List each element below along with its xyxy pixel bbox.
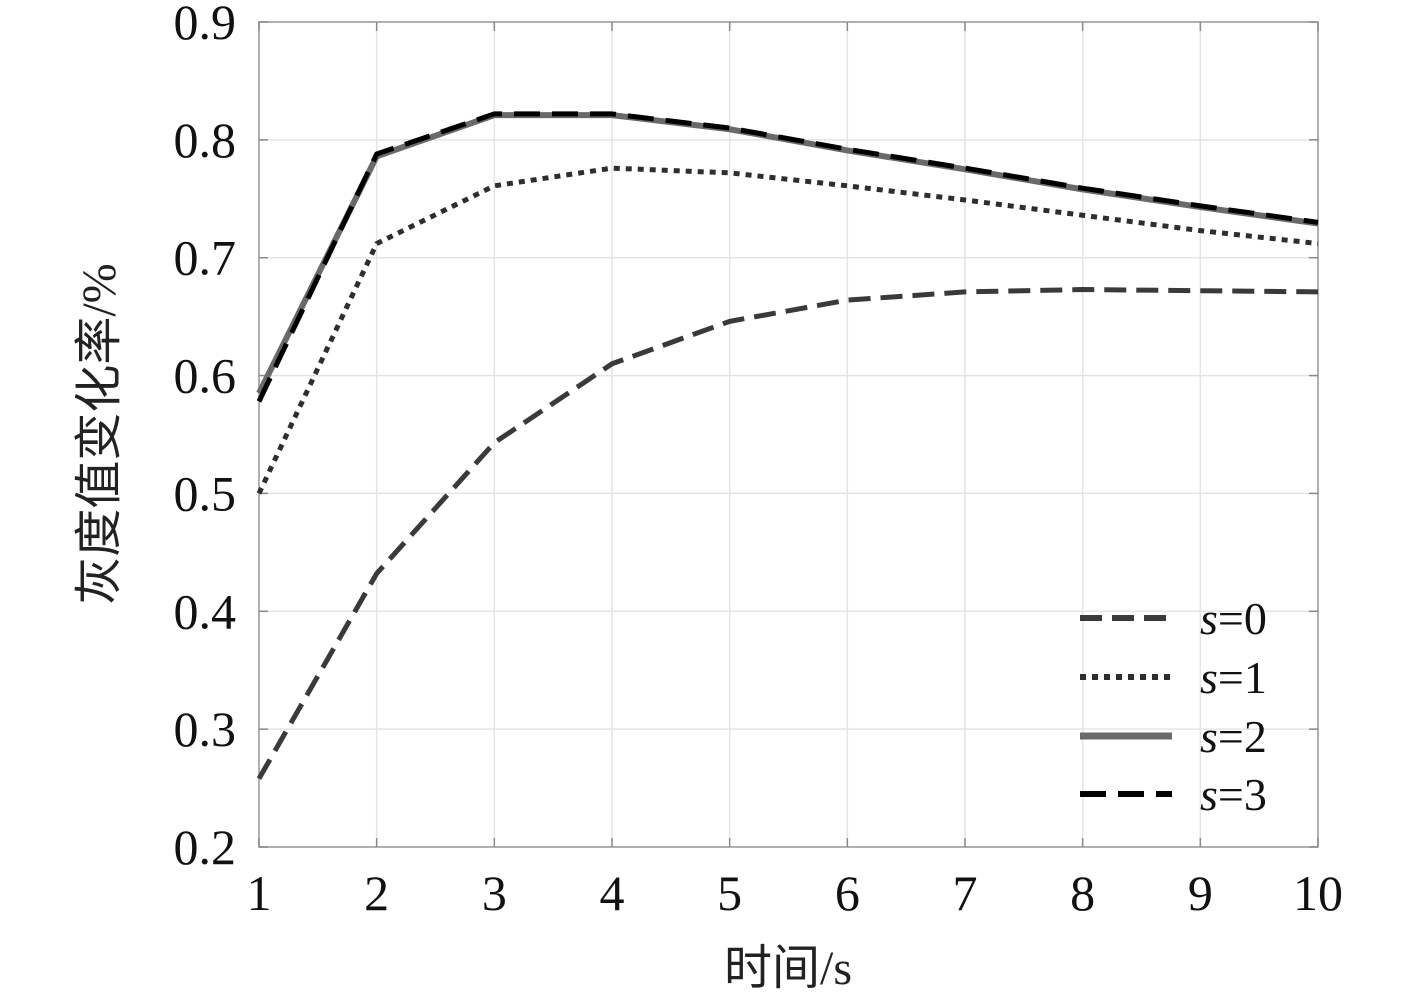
legend-label: s=2 [1200,711,1267,762]
legend-label: s=1 [1200,652,1267,703]
y-tick-label: 0.8 [174,112,237,168]
series-s1 [256,165,1319,495]
x-tick-label: 1 [247,865,272,921]
series-line [256,165,1319,495]
y-axis-label: 灰度值变化率/% [73,263,126,604]
y-tick-label: 0.9 [174,0,237,50]
x-tick-label: 7 [953,865,978,921]
y-tick-label: 0.5 [174,465,237,521]
x-axis-ticks: 1 2 3 4 5 6 7 8 9 10 [247,22,1343,921]
plot-frame [258,21,1319,848]
x-tick-label: 8 [1070,865,1095,921]
legend-label-value: =1 [1218,652,1267,703]
series-line [256,287,1319,780]
legend-label-var: s [1200,711,1218,762]
legend-label-var: s [1200,652,1218,703]
y-axis-ticks: 0.2 0.3 0.4 0.5 0.6 0.7 0.8 0.9 [174,0,1318,875]
y-tick-label: 0.3 [174,701,237,757]
legend-label: s=3 [1200,769,1267,820]
x-tick-label: 2 [364,865,389,921]
legend: s=0s=1s=2s=3 [1080,593,1267,820]
legend-label-var: s [1200,769,1218,820]
legend-entry: s=3 [1080,769,1267,820]
legend-label-value: =2 [1218,711,1267,762]
series-s3 [256,111,1319,403]
legend-label-value: =3 [1218,769,1267,820]
x-tick-label: 9 [1188,865,1213,921]
x-axis-label: 时间/s [724,942,852,993]
x-tick-label: 10 [1293,865,1343,921]
series-lines [256,111,1319,780]
legend-entry: s=0 [1080,593,1267,644]
x-tick-label: 3 [482,865,507,921]
legend-entry: s=1 [1080,652,1267,703]
x-tick-label: 5 [717,865,742,921]
x-tick-label: 6 [835,865,860,921]
legend-label-value: =0 [1218,593,1267,644]
y-tick-label: 0.7 [174,230,237,286]
y-tick-label: 0.2 [174,819,237,875]
legend-label-var: s [1200,593,1218,644]
legend-entry: s=2 [1080,711,1267,762]
legend-label: s=0 [1200,593,1267,644]
series-s0 [256,287,1319,780]
plot-background [259,22,1318,847]
y-tick-label: 0.6 [174,348,237,404]
x-tick-label: 4 [600,865,625,921]
series-line [256,111,1319,403]
y-tick-label: 0.4 [174,583,237,639]
